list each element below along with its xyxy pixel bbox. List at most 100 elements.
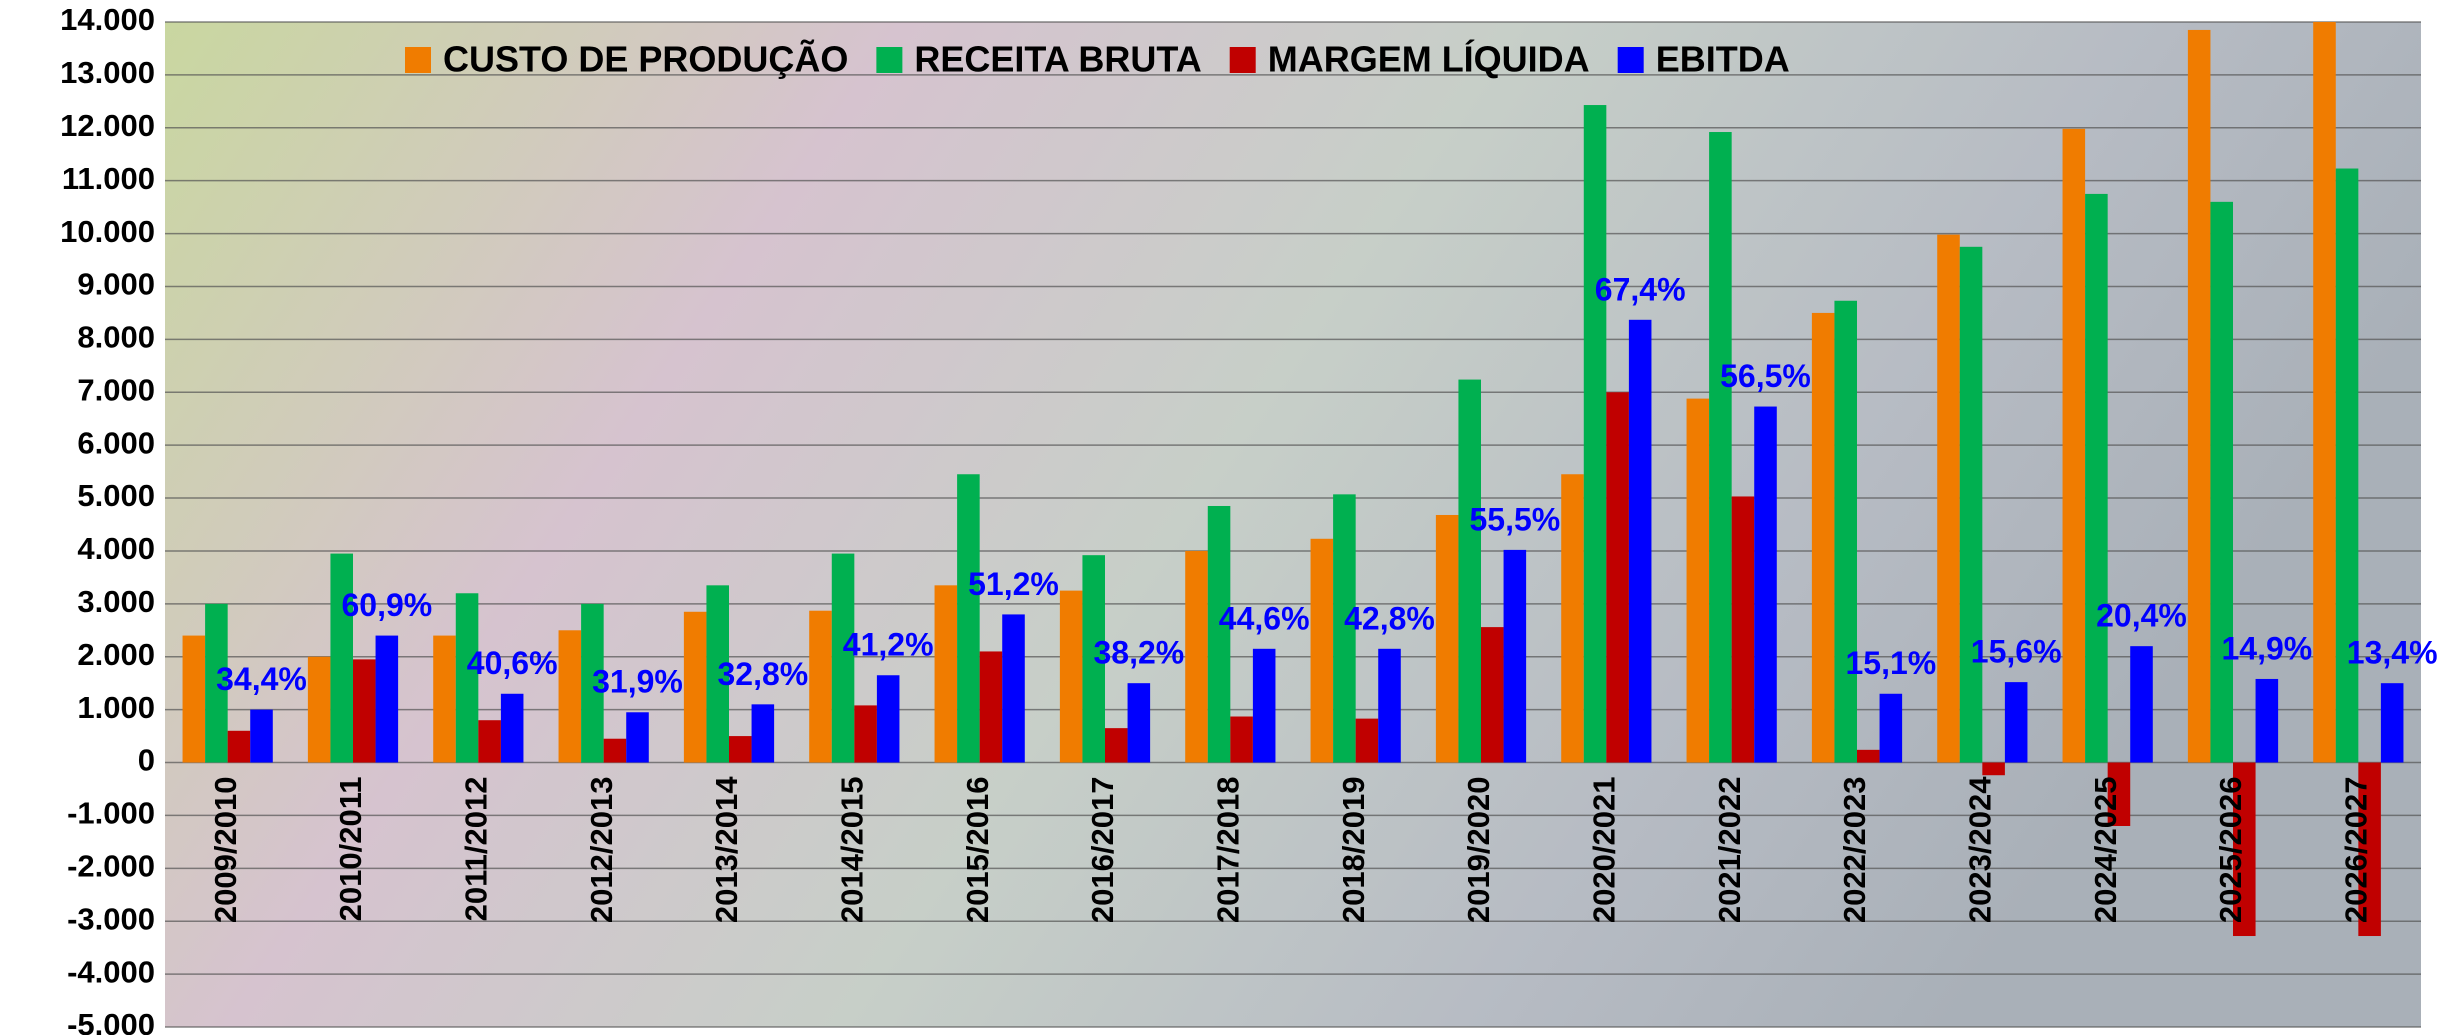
y-tick-label: 13.000: [60, 55, 155, 90]
y-tick-label: -4.000: [67, 954, 155, 989]
bar: [353, 659, 376, 762]
bar: [2005, 682, 2028, 762]
bar: [1105, 728, 1128, 762]
bar: [183, 636, 206, 763]
bar: [228, 731, 251, 763]
ebitda-margin-label: 44,6%: [1219, 600, 1310, 636]
bar: [559, 630, 582, 762]
bar: [1561, 474, 1584, 762]
bar: [433, 636, 456, 763]
legend-label: RECEITA BRUTA: [914, 39, 1201, 80]
y-tick-label: 8.000: [77, 320, 155, 355]
bar: [957, 474, 980, 762]
x-tick-label: 2018/2019: [1336, 777, 1371, 924]
bar: [935, 585, 958, 762]
ebitda-margin-label: 40,6%: [467, 645, 558, 681]
ebitda-margin-label: 51,2%: [968, 566, 1059, 602]
x-tick-label: 2019/2020: [1461, 777, 1496, 924]
x-tick-label: 2020/2021: [1587, 777, 1622, 924]
bar: [1584, 105, 1607, 762]
legend-swatch: [1230, 47, 1256, 73]
bar: [2063, 129, 2086, 763]
ebitda-margin-label: 20,4%: [2096, 598, 2187, 634]
x-tick-label: 2015/2016: [960, 777, 995, 924]
bar: [1378, 649, 1401, 763]
legend-label: MARGEM LÍQUIDA: [1268, 39, 1590, 80]
bar: [1857, 750, 1880, 763]
bar: [1754, 407, 1777, 763]
x-tick-label: 2024/2025: [2088, 777, 2123, 924]
bar: [809, 611, 832, 763]
bar: [2085, 194, 2108, 763]
bar: [1812, 313, 1835, 763]
y-tick-label: 5.000: [77, 478, 155, 513]
x-tick-label: 2025/2026: [2213, 777, 2248, 924]
bar: [604, 739, 627, 763]
ebitda-margin-label: 15,6%: [1971, 634, 2062, 670]
x-tick-label: 2009/2010: [208, 777, 243, 924]
bar: [1311, 539, 1334, 763]
ebitda-margin-label: 34,4%: [216, 661, 307, 697]
bar: [1458, 380, 1481, 763]
x-tick-label: 2026/2027: [2339, 777, 2374, 924]
x-tick-label: 2010/2011: [333, 777, 368, 922]
bar: [2336, 169, 2359, 763]
bar: [1356, 719, 1379, 763]
ebitda-margin-label: 32,8%: [717, 656, 808, 692]
bar: [854, 705, 877, 762]
ebitda-margin-label: 55,5%: [1469, 501, 1560, 537]
bar: [501, 694, 524, 763]
bar: [1504, 550, 1527, 763]
bar: [1002, 614, 1025, 762]
y-tick-label: 1.000: [77, 690, 155, 725]
bar: [1606, 392, 1629, 762]
y-tick-label: -3.000: [67, 901, 155, 936]
bar: [1937, 235, 1960, 763]
bar: [1834, 301, 1857, 763]
bar: [1060, 591, 1083, 763]
ebitda-margin-label: 13,4%: [2347, 635, 2438, 671]
bar: [1253, 649, 1276, 763]
y-tick-label: 12.000: [60, 108, 155, 143]
y-tick-label: 10.000: [60, 214, 155, 249]
bar: [729, 736, 752, 762]
bar: [626, 712, 649, 762]
bar: [1960, 247, 1983, 763]
bar: [684, 612, 707, 763]
bar: [980, 651, 1003, 762]
legend-swatch: [1618, 47, 1644, 73]
ebitda-margin-label: 14,9%: [2221, 630, 2312, 666]
ebitda-margin-label: 38,2%: [1093, 635, 1184, 671]
bar: [1880, 694, 1903, 763]
x-tick-label: 2016/2017: [1085, 777, 1120, 924]
x-tick-label: 2014/2015: [835, 777, 870, 924]
y-tick-label: 11.000: [62, 161, 155, 196]
x-tick-label: 2013/2014: [709, 776, 744, 923]
ebitda-margin-label: 41,2%: [843, 627, 934, 663]
bar: [2188, 30, 2211, 763]
bar: [2256, 679, 2279, 763]
bar: [2381, 683, 2404, 762]
bar: [1230, 717, 1253, 763]
bar: [1128, 683, 1151, 762]
bar: [2130, 646, 2153, 762]
bar: [2313, 22, 2336, 763]
bar: [1687, 399, 1710, 763]
chart: -5.000-4.000-3.000-2.000-1.00001.0002.00…: [0, 0, 2447, 1035]
y-tick-label: -2.000: [67, 849, 155, 884]
bar: [330, 554, 353, 763]
y-tick-label: 7.000: [77, 372, 155, 407]
ebitda-margin-label: 56,5%: [1720, 358, 1811, 394]
x-tick-label: 2021/2022: [1712, 777, 1747, 924]
ebitda-margin-label: 31,9%: [592, 664, 683, 700]
y-tick-label: 6.000: [77, 425, 155, 460]
x-tick-label: 2012/2013: [584, 777, 619, 924]
ebitda-margin-label: 15,1%: [1845, 645, 1936, 681]
bar: [308, 657, 331, 763]
y-tick-label: -1.000: [67, 796, 155, 831]
legend-swatch: [405, 47, 431, 73]
bar: [2210, 202, 2233, 763]
x-tick-label: 2017/2018: [1211, 777, 1246, 924]
bar: [1436, 515, 1459, 763]
legend-label: CUSTO DE PRODUÇÃO: [443, 38, 848, 80]
